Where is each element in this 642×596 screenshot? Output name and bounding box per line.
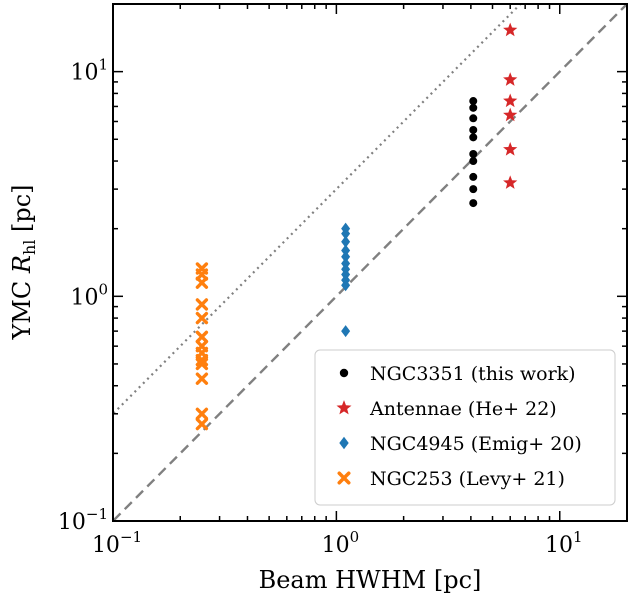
y-axis-label-symbol: R	[8, 255, 36, 274]
data-point-diamond	[341, 325, 351, 338]
legend: NGC3351 (this work) Antennae (He+ 22) NGC4…	[314, 349, 616, 506]
legend-marker-star	[336, 400, 352, 415]
data-point-circle	[469, 133, 478, 142]
data-point-circle	[469, 125, 478, 134]
data-point-circle	[469, 114, 478, 123]
x-axis-label: Beam HWHM [pc]	[259, 566, 482, 594]
x-tick-label: 100	[322, 528, 360, 558]
y-tick-label: 100	[70, 280, 108, 310]
data-point-diamond	[341, 244, 351, 257]
y-axis-label-main: YMC	[8, 273, 36, 340]
data-point-x	[195, 276, 209, 289]
data-point-x	[195, 417, 209, 431]
tick-labels: 10−1 100 101 10−1 100 101	[58, 56, 583, 558]
plot-frame	[112, 3, 628, 522]
data-point-diamond	[341, 235, 351, 248]
data-point-diamond	[341, 227, 351, 240]
legend-box	[314, 349, 616, 506]
y-axis-label: YMC Rhl [pc]	[8, 184, 39, 340]
y-tick-label: 10−1	[58, 505, 108, 535]
legend-marker-x	[337, 471, 351, 485]
legend-label: NGC3351 (this work)	[370, 363, 576, 385]
data-point-circle	[469, 185, 478, 194]
data-point-circle	[469, 149, 478, 158]
data-point-circle	[469, 199, 478, 208]
data-point-star	[503, 107, 518, 122]
data-point-x	[195, 372, 209, 385]
data-point-x	[195, 407, 209, 420]
data-point-circle	[469, 103, 478, 112]
data-point-diamond	[341, 250, 351, 263]
legend-entries: NGC3351 (this work) Antennae (He+ 22) NGC4…	[336, 363, 582, 490]
series-ngc4945-emig-20	[341, 222, 351, 338]
series-ngc253-levy-21	[195, 262, 209, 431]
data-point-x	[195, 298, 209, 311]
legend-marker-diamond	[339, 436, 349, 450]
series-ngc3351-this-work	[469, 97, 478, 208]
y-axis-label-unit: [pc]	[8, 184, 36, 239]
data-point-star	[503, 175, 518, 189]
reference-line-one-to-one	[113, 4, 627, 521]
data-point-circle	[469, 157, 478, 166]
legend-label: NGC253 (Levy+ 21)	[370, 468, 565, 490]
reference-lines	[113, 4, 627, 521]
legend-label: NGC4945 (Emig+ 20)	[370, 433, 582, 455]
legend-label: Antennae (He+ 22)	[369, 398, 557, 420]
data-point-circle	[469, 97, 478, 106]
data-points	[195, 22, 518, 431]
data-point-x	[195, 357, 209, 371]
data-point-star	[503, 142, 518, 156]
x-tick-label: 10−1	[92, 528, 142, 558]
data-point-circle	[469, 172, 478, 181]
y-axis-label-subscript: hl	[20, 240, 39, 255]
series-antennae-he-22	[503, 22, 518, 189]
legend-marker-circle	[339, 368, 349, 378]
y-tick-label: 101	[70, 56, 108, 86]
data-point-star	[503, 22, 518, 37]
data-point-star	[503, 93, 518, 108]
data-point-x	[195, 330, 209, 344]
x-tick-label: 101	[545, 528, 583, 558]
data-point-x	[195, 311, 209, 325]
data-point-star	[503, 72, 518, 86]
data-point-diamond	[341, 279, 351, 292]
